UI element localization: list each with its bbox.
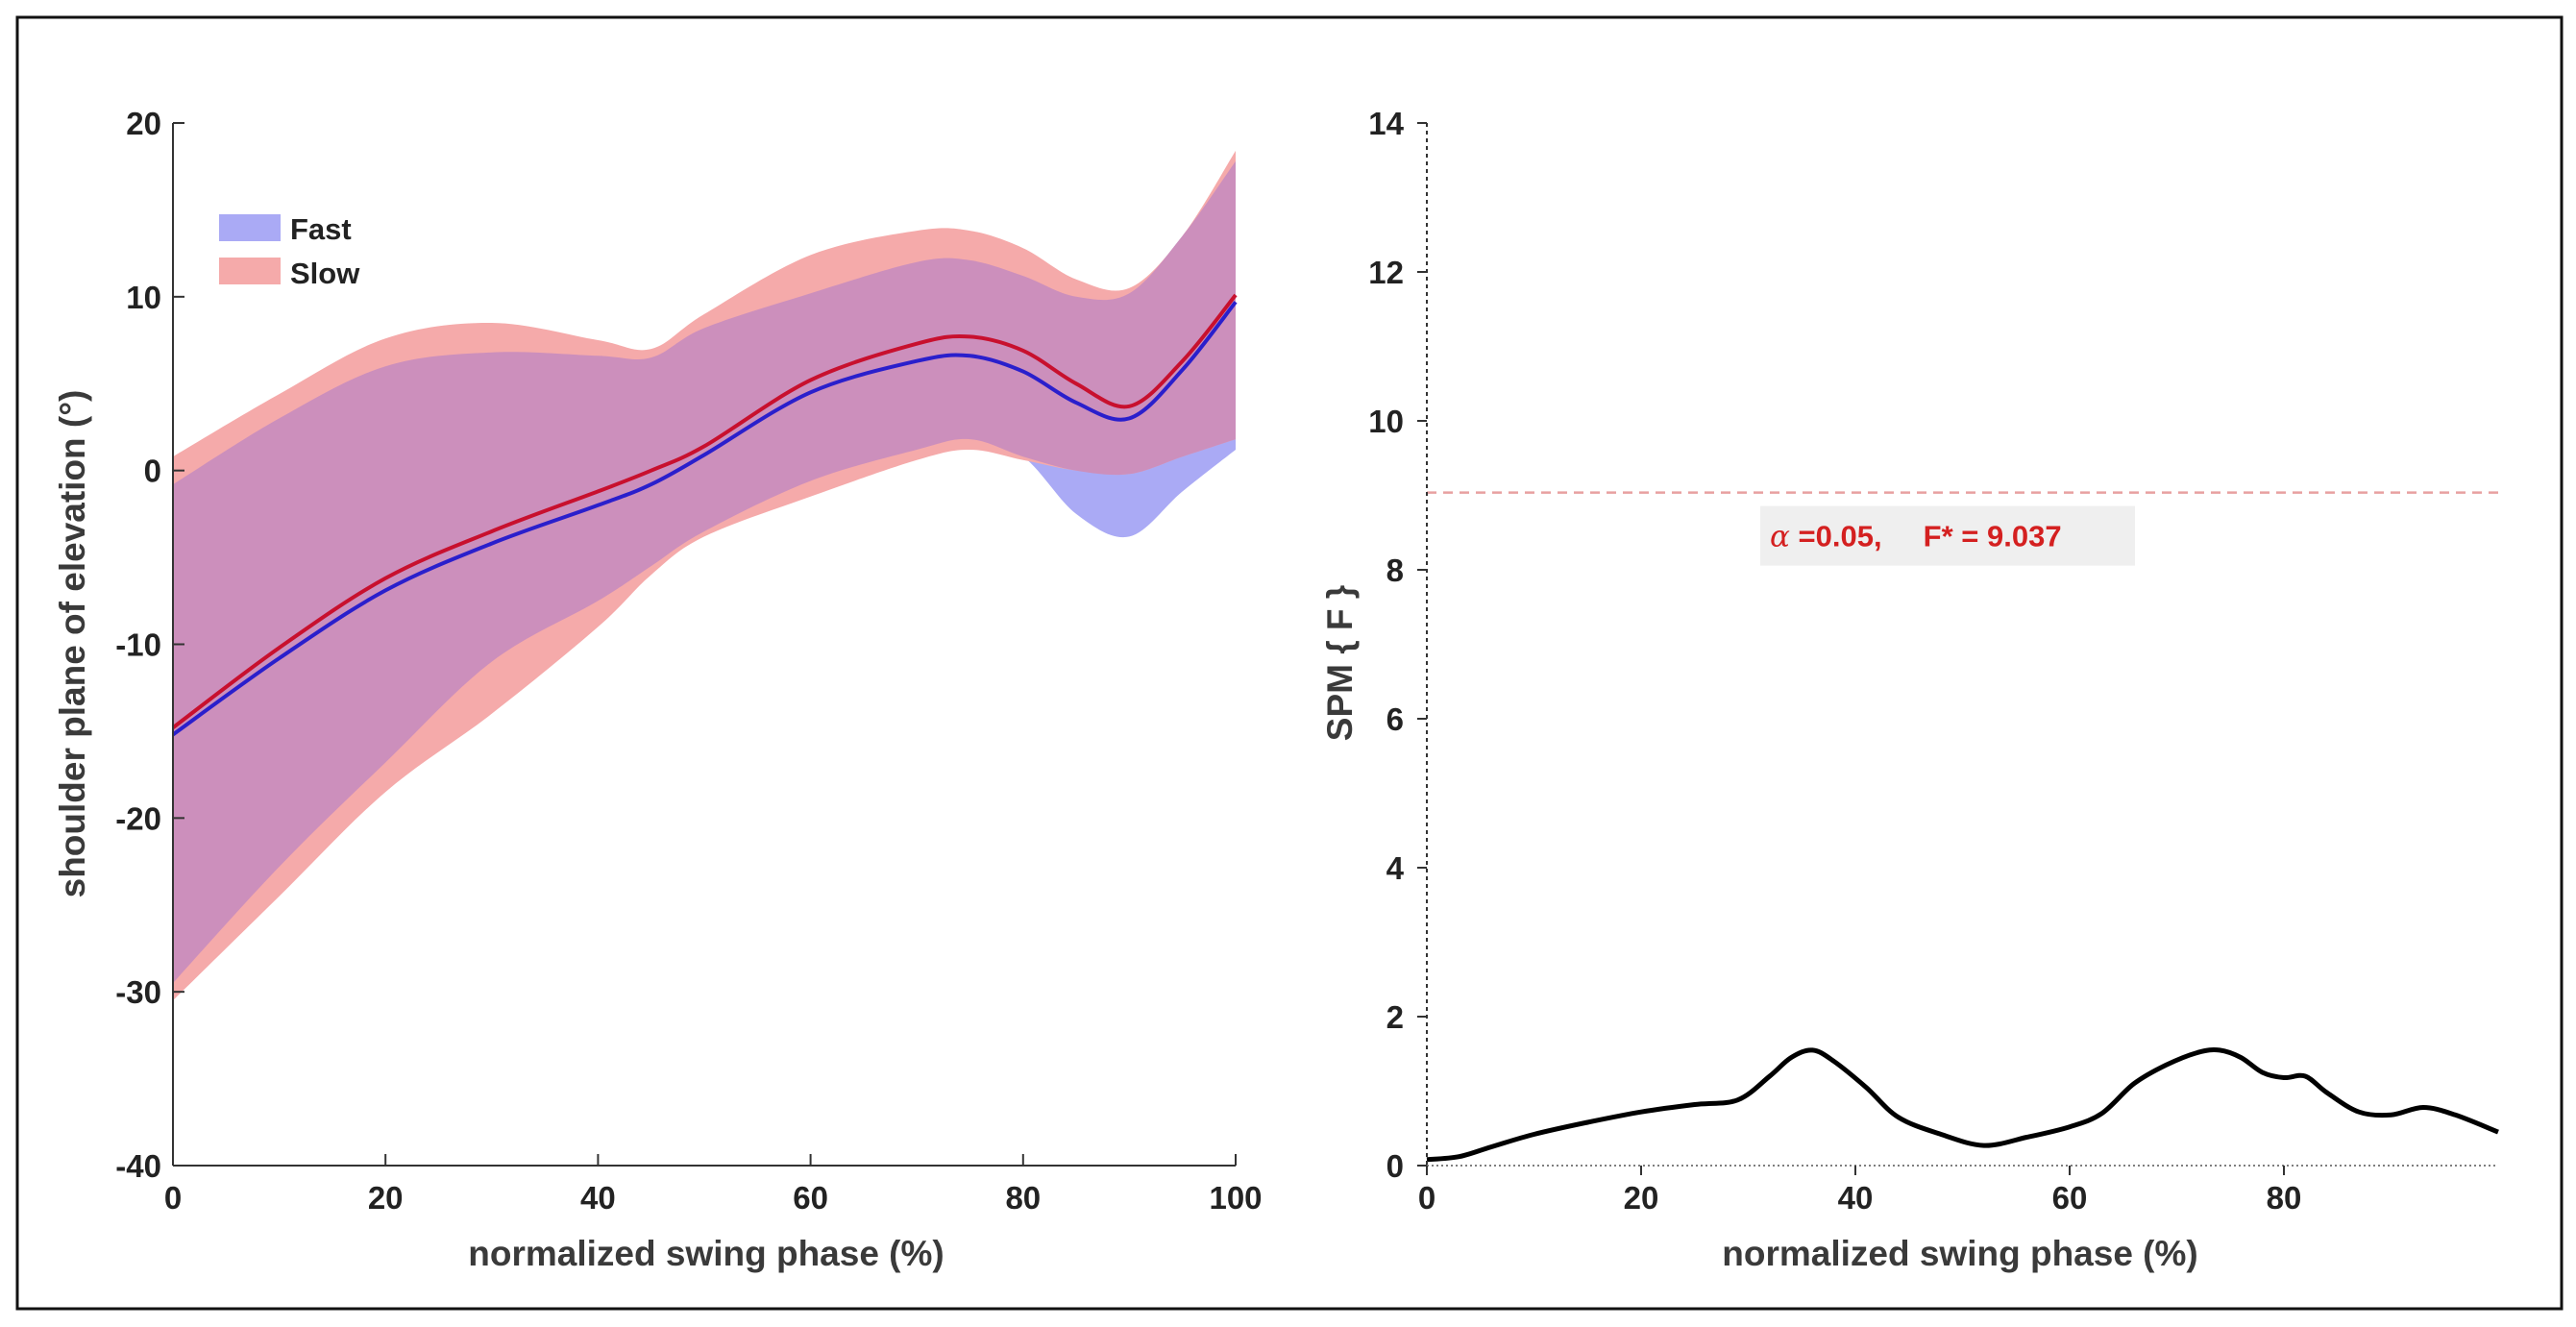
- right-y-tick-label: 10: [1368, 404, 1404, 439]
- right-x-tick-label: 20: [1624, 1180, 1659, 1216]
- threshold-label-box: [1760, 505, 2135, 566]
- left-y-tick-label: -30: [115, 974, 161, 1010]
- right-y-tick-label: 0: [1386, 1148, 1404, 1184]
- right-y-tick-label: 6: [1386, 701, 1404, 737]
- legend-label-fast: Fast: [290, 212, 352, 246]
- spm-f-line: [1426, 1047, 2499, 1163]
- left-x-tick-label: 100: [1209, 1180, 1262, 1216]
- left-x-tick-label: 0: [164, 1180, 182, 1216]
- mean-line-slow: [171, 293, 1238, 729]
- right-y-tick-label: 14: [1368, 106, 1404, 141]
- right-threshold: α =0.05, F* = 9.037: [1427, 491, 2498, 566]
- left-y-tick-label: -10: [115, 627, 161, 663]
- legend-swatch-slow: [219, 258, 281, 284]
- right-x-tick-label: 60: [2052, 1180, 2088, 1216]
- threshold-label: α =0.05, F* = 9.037: [1770, 520, 2062, 554]
- left-y-tick-label: 0: [144, 454, 161, 489]
- left-x-tick-label: 60: [793, 1180, 828, 1216]
- right-y-axis-label: SPM { F }: [1320, 585, 1360, 741]
- left-y-axis-label: shoulder plane of elevation (°): [53, 390, 92, 898]
- left-x-tick-label: 40: [580, 1180, 616, 1216]
- left-x-axis-label: normalized swing phase (%): [468, 1234, 944, 1273]
- right-y-tick-label: 8: [1386, 553, 1404, 588]
- left-axes: -40 -30 -20 -10 0 10 20 0 20 40 60 80 100: [115, 106, 1262, 1216]
- left-y-tick-label: 20: [126, 106, 161, 141]
- right-x-tick-label: 80: [2267, 1180, 2302, 1216]
- right-y-tick-label: 12: [1368, 255, 1404, 290]
- left-y-tick-label: -20: [115, 800, 161, 836]
- legend-swatch-fast: [219, 214, 281, 241]
- left-y-tick-label: 10: [126, 280, 161, 315]
- right-x-tick-label: 0: [1418, 1180, 1435, 1216]
- right-panel: α =0.05, F* = 9.037 0 2 4 6 8 10 12 14 0 20 40 60 80…: [1320, 106, 2499, 1273]
- left-x-tick-label: 80: [1005, 1180, 1041, 1216]
- right-axes: 0 2 4 6 8 10 12 14 0 20 40 60 80: [1368, 106, 2301, 1216]
- right-x-axis-label: normalized swing phase (%): [1722, 1234, 2197, 1273]
- threshold-label-text: =0.05, F* = 9.037: [1790, 520, 2062, 553]
- threshold-alpha-symbol: α: [1770, 520, 1790, 554]
- right-y-tick-label: 4: [1386, 850, 1405, 886]
- left-y-tick-label: -40: [115, 1148, 161, 1184]
- legend-label-slow: Slow: [290, 257, 360, 290]
- right-x-tick-label: 40: [1838, 1180, 1874, 1216]
- right-lines: [1426, 1047, 2499, 1167]
- left-x-tick-label: 20: [368, 1180, 404, 1216]
- right-y-tick-label: 2: [1386, 999, 1404, 1035]
- mean-line-fast: [171, 301, 1238, 737]
- left-lines: [171, 293, 1238, 737]
- left-legend: Fast Slow: [219, 212, 360, 290]
- band-overlap: [173, 160, 1236, 984]
- left-bands: [173, 150, 1236, 1001]
